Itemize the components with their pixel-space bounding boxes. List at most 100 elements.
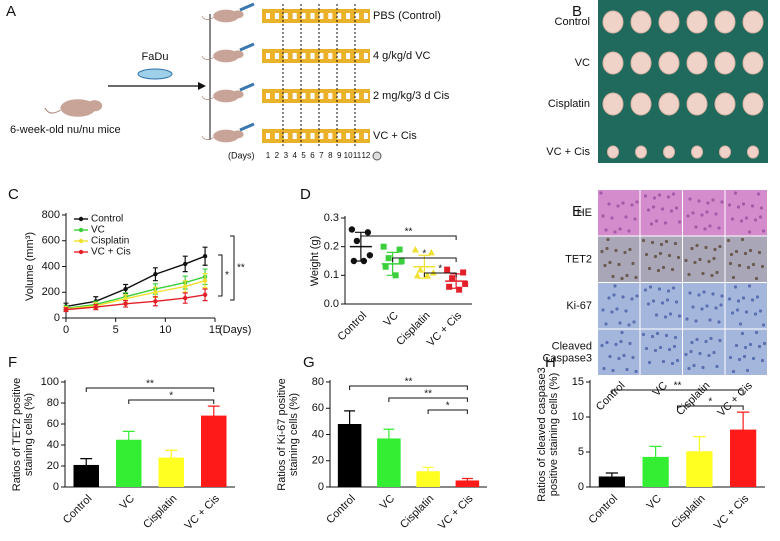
cell-texture	[610, 310, 614, 314]
cell-texture	[707, 259, 711, 264]
column-label: VC + Cis	[716, 379, 756, 419]
y-tick-label: 0	[54, 312, 60, 324]
schedule-slot	[346, 133, 351, 139]
bar	[73, 464, 99, 487]
day-number: 7	[319, 151, 324, 160]
cell-texture	[614, 342, 618, 347]
cell-texture	[674, 206, 679, 210]
cell-texture	[741, 202, 746, 206]
x-tick-label: 5	[113, 324, 119, 336]
schedule-slot	[319, 133, 324, 139]
schedule-bar	[262, 89, 370, 103]
cell-texture	[720, 200, 724, 204]
schedule-slot	[292, 53, 297, 59]
schedule-slot	[283, 93, 288, 99]
cell-texture	[677, 314, 682, 318]
cell-texture	[746, 265, 751, 270]
bar	[201, 415, 227, 487]
row-label: TET2	[565, 254, 592, 266]
schedule-slot	[319, 53, 324, 59]
cell-texture	[664, 333, 669, 338]
schedule-slot	[266, 13, 270, 19]
schedule-slot	[283, 53, 288, 59]
y-tick-label: 60	[47, 418, 59, 430]
significance-label: **	[674, 381, 682, 392]
cell-texture	[713, 247, 717, 252]
day-number: 10	[344, 151, 353, 160]
cell-texture	[671, 286, 676, 290]
cell-texture	[634, 275, 638, 280]
y-tick-label: 15	[572, 376, 584, 388]
cell-texture	[711, 198, 715, 202]
cell-texture	[717, 320, 721, 324]
cell-texture	[762, 341, 767, 346]
cell-texture	[712, 350, 716, 355]
y-tick-label: 60	[312, 402, 324, 414]
cell-texture	[706, 201, 710, 205]
cell-texture	[727, 203, 732, 207]
x-tick-label: Cisplatin	[141, 493, 179, 531]
cell-texture	[676, 255, 681, 260]
cell-texture	[649, 222, 654, 226]
day-number: 2	[275, 151, 280, 160]
significance-label: **	[146, 379, 154, 390]
legend-label: VC	[91, 225, 105, 236]
significance-label: *	[446, 401, 450, 412]
data-point	[63, 307, 69, 312]
significance-label: *	[708, 397, 712, 408]
y-axis-label: Weight (g)	[309, 236, 321, 287]
cell-texture	[669, 209, 674, 213]
schedule-slot	[337, 13, 342, 19]
cell-texture	[599, 191, 603, 195]
data-point	[183, 261, 188, 267]
schedule-slot	[363, 93, 368, 99]
bar	[116, 439, 142, 487]
cell-texture	[610, 216, 614, 220]
schedule-slot	[301, 13, 306, 19]
days-label: (Days)	[228, 150, 255, 160]
histology-image	[640, 190, 682, 236]
cell-texture	[663, 315, 668, 319]
histology-image	[598, 236, 640, 282]
cell-texture	[747, 284, 752, 288]
data-point	[444, 266, 451, 273]
y-axis-label: staining cells (%)	[23, 393, 35, 476]
cell-texture	[672, 344, 677, 349]
x-tick-label: VC + Cis	[712, 492, 752, 532]
cell-texture	[736, 205, 741, 209]
cell-texture	[707, 353, 711, 358]
cell-texture	[715, 270, 719, 275]
cell-texture	[628, 341, 632, 346]
data-point	[93, 304, 99, 310]
y-tick-label: 0.1	[324, 269, 339, 281]
data-point	[348, 226, 356, 233]
schedule-slot	[319, 13, 324, 19]
cell-texture	[601, 308, 605, 312]
cell-texture	[605, 340, 609, 345]
y-tick-label: 20	[312, 455, 324, 467]
cell-texture	[630, 297, 634, 301]
schedule-slot	[310, 133, 315, 139]
schedule-bar	[262, 129, 370, 143]
schedule-slot	[328, 13, 333, 19]
schedule-slot	[301, 53, 306, 59]
cell-texture	[612, 293, 616, 297]
cell-texture	[635, 294, 639, 298]
syringe	[239, 2, 255, 12]
schedule-slot	[274, 133, 279, 139]
cell-texture	[728, 261, 733, 266]
cell-texture	[661, 265, 666, 270]
histology-image	[598, 190, 640, 236]
mouse-body	[213, 9, 239, 23]
cell-texture	[661, 359, 666, 364]
cell-texture	[611, 274, 615, 279]
cell-texture	[731, 275, 736, 280]
legend-marker	[78, 238, 84, 244]
panel-label: E	[572, 203, 582, 220]
y-tick-label: 0.3	[324, 212, 339, 224]
cell-texture	[617, 356, 621, 361]
syringe	[239, 122, 255, 132]
tumor	[635, 145, 647, 159]
cell-texture	[687, 366, 691, 371]
